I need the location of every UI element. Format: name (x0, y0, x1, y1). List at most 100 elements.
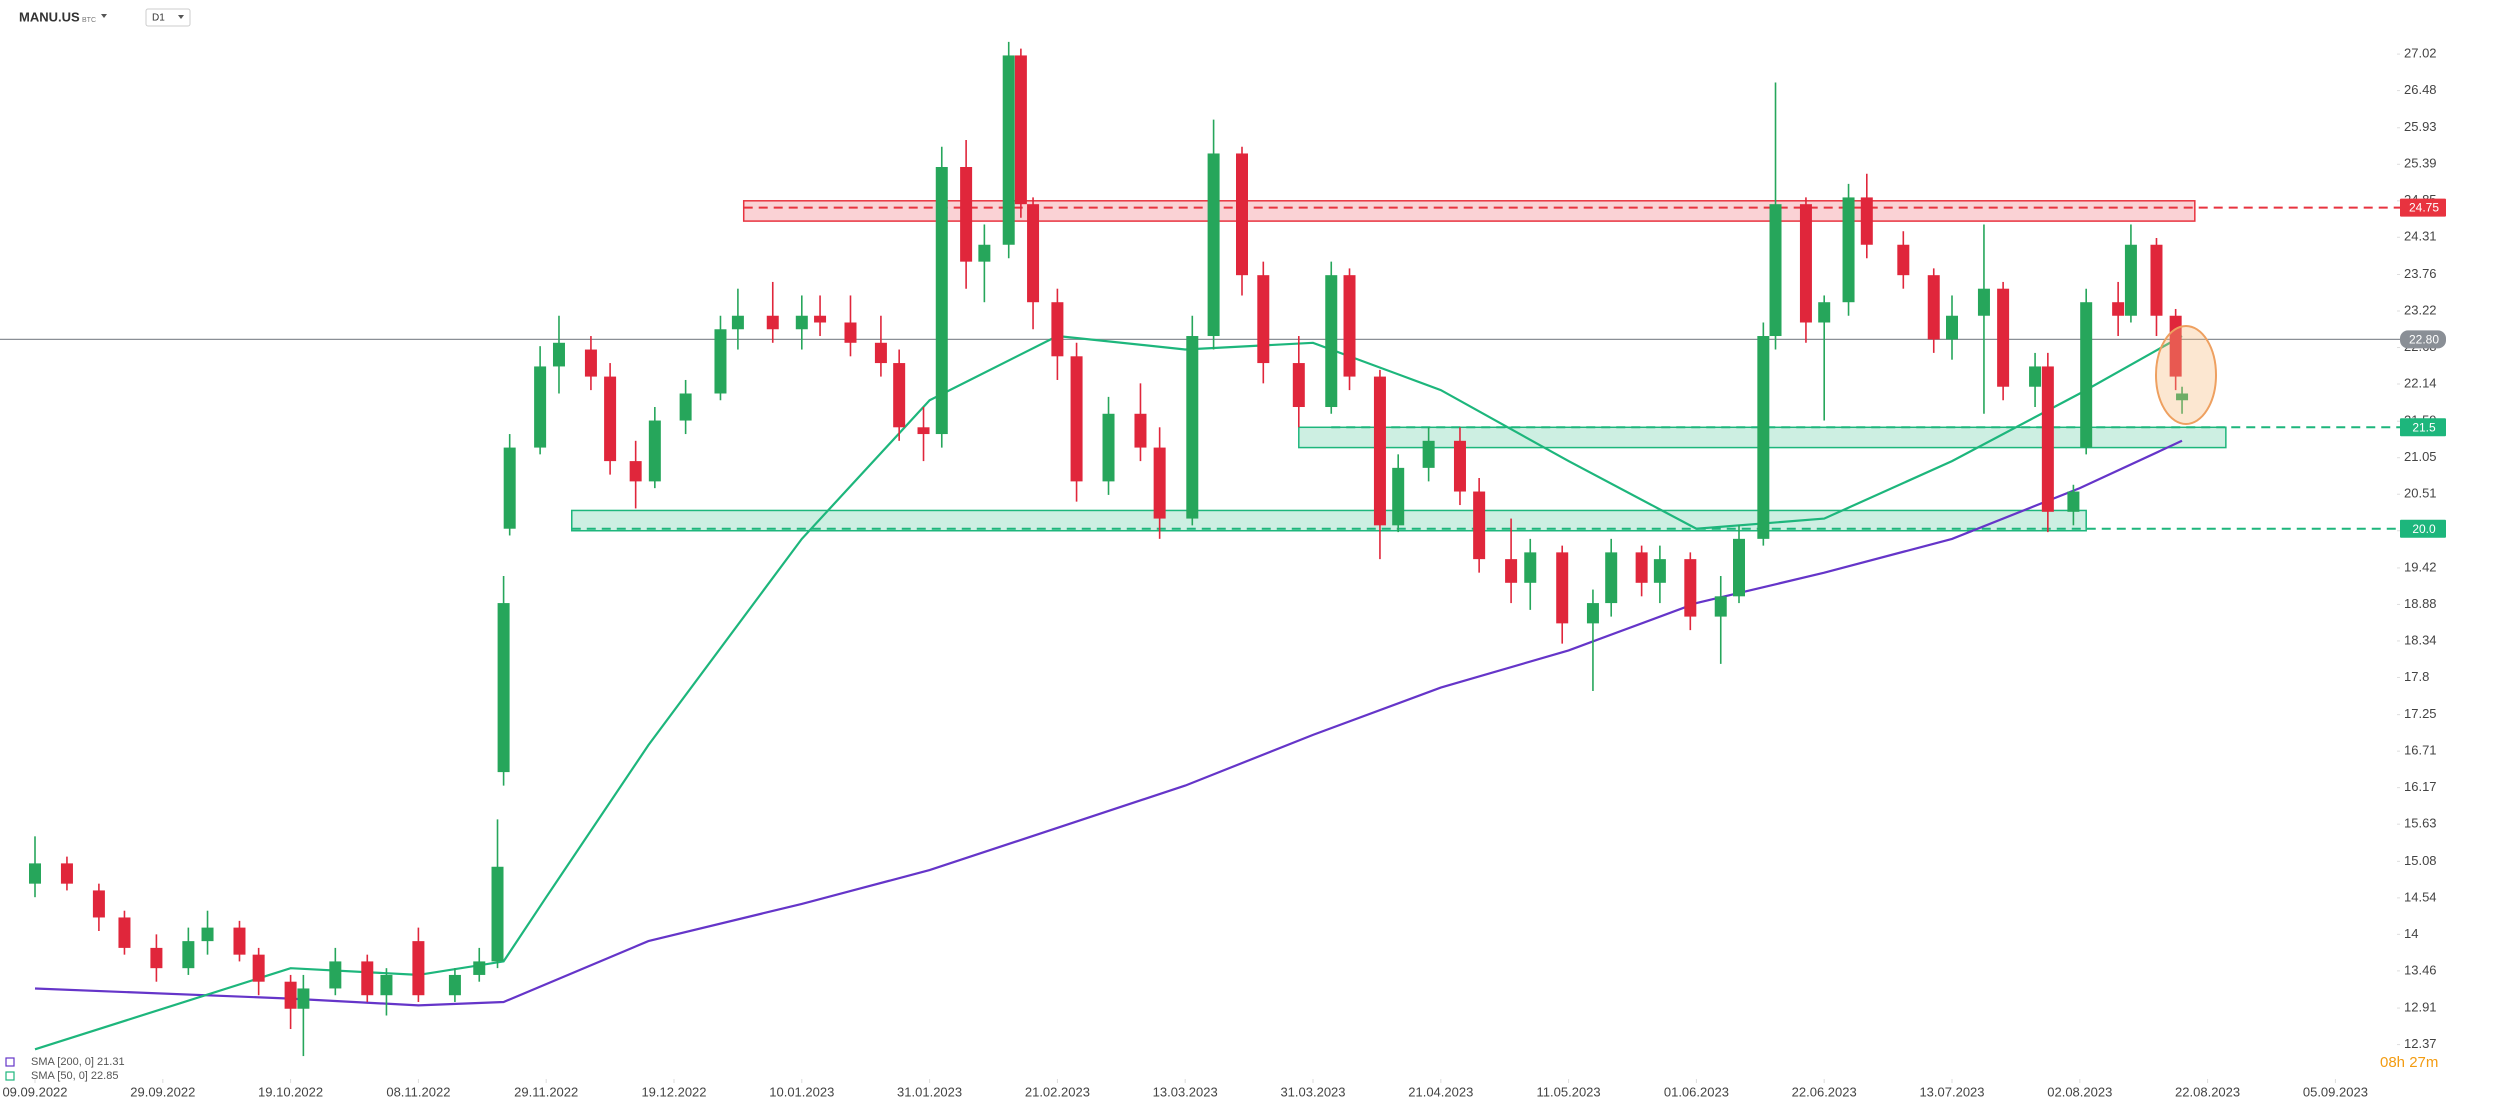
candle-body (361, 961, 374, 996)
candle-body (473, 961, 486, 975)
candle-body (2112, 302, 2125, 316)
candle-body (2124, 244, 2137, 316)
candle-body (1373, 376, 1386, 526)
candle-body (150, 947, 163, 969)
candle-body (1927, 275, 1940, 340)
price-marker-label: 20.0 (2412, 522, 2436, 536)
candle-body (2067, 491, 2080, 512)
sma-line (34, 334, 2183, 1051)
price-markers: 24.75 22.80 21.5 20.0 (2400, 198, 2446, 538)
y-tick-label: 14.54 (2404, 889, 2437, 904)
price-marker (2400, 330, 2446, 349)
candle-body (874, 342, 887, 364)
timeframe[interactable]: D1 (152, 13, 165, 24)
y-tick-label: 17.8 (2404, 669, 2429, 684)
candle-body (584, 349, 597, 377)
symbol[interactable]: MANU.US (19, 9, 80, 24)
legend-label: SMA [50, 0] 22.85 (31, 1070, 118, 1082)
candle-body (1186, 336, 1199, 519)
candle-body (118, 917, 131, 948)
candle-body (1556, 552, 1569, 624)
x-tick-label: 21.02.2023 (1025, 1084, 1090, 1099)
candle-body (552, 342, 565, 367)
candle-body (2080, 302, 2093, 448)
candle-body (1236, 153, 1248, 276)
candle-body (1153, 447, 1166, 519)
x-tick-label: 19.10.2022 (258, 1084, 323, 1099)
candle-body (297, 988, 310, 1009)
symbol-dropdown[interactable] (101, 14, 107, 18)
candle-body (2029, 366, 2042, 387)
candle-body (1027, 204, 1040, 303)
candle-body (1799, 204, 1812, 323)
candle-body (604, 376, 617, 462)
candle-body (1325, 275, 1338, 408)
y-tick-label: 18.88 (2404, 596, 2437, 611)
candle-body (1897, 244, 1910, 276)
candle-body (1207, 153, 1220, 337)
candle-body (1102, 413, 1115, 482)
candle-body (252, 954, 265, 982)
price-marker (2400, 198, 2446, 217)
candle-body (1014, 55, 1027, 205)
candles (29, 41, 2189, 1057)
timeframe-box[interactable] (145, 8, 191, 27)
candle-body (1051, 302, 1064, 357)
candle-body (648, 420, 661, 482)
candle-body (412, 941, 425, 996)
x-tick-label: 05.09.2023 (2303, 1084, 2368, 1099)
candle-body (1997, 288, 2010, 387)
candle-body (2150, 244, 2163, 316)
candle-body (1818, 302, 1831, 323)
candle-body (534, 366, 547, 448)
x-tick-label: 01.06.2023 (1664, 1084, 1729, 1099)
y-tick-label: 13.46 (2404, 962, 2437, 977)
candle-body (233, 927, 246, 955)
legend: SMA [200, 0] 21.31 SMA [50, 0] 22.85 (5, 1056, 125, 1082)
x-tick-label: 21.04.2023 (1408, 1084, 1473, 1099)
x-tick-label: 29.11.2022 (514, 1084, 578, 1099)
x-tick-label: 11.05.2023 (1537, 1084, 1601, 1099)
candle-body (917, 427, 930, 435)
candle-body (491, 866, 504, 962)
candle-body (766, 315, 779, 330)
y-tick-label: 25.39 (2404, 156, 2437, 171)
candle-body (679, 393, 692, 421)
candle-body (2041, 366, 2054, 512)
candle-body (893, 363, 906, 428)
candle-body (1453, 440, 1466, 492)
candle-body (1002, 55, 1015, 245)
y-tick-label: 27.02 (2404, 46, 2437, 61)
y-tick-label: 20.51 (2404, 486, 2437, 501)
candle-body (1524, 552, 1537, 583)
candle-body (1684, 559, 1697, 617)
candle-body (1292, 363, 1305, 408)
candle-body (497, 603, 510, 773)
price-marker (2400, 418, 2446, 437)
timeframe-dropdown[interactable] (178, 15, 184, 19)
candle-body (1842, 197, 1855, 303)
candle-body (1714, 596, 1727, 617)
candle-body (814, 315, 827, 323)
x-tick-label: 13.03.2023 (1153, 1084, 1218, 1099)
x-tick-label: 13.07.2023 (1919, 1084, 1984, 1099)
candle-body (1257, 275, 1270, 364)
candle-body (1653, 559, 1666, 583)
y-tick-label: 21.05 (2404, 449, 2437, 464)
candle-body (284, 981, 297, 1009)
y-tick-label: 23.22 (2404, 302, 2437, 317)
zone (742, 200, 2196, 222)
candle-body (1769, 204, 1782, 337)
x-tick-label: 02.08.2023 (2047, 1084, 2112, 1099)
y-tick-label: 24.31 (2404, 229, 2437, 244)
candle-body (731, 315, 744, 330)
candle-body (1635, 552, 1648, 583)
x-tick-label: 09.09.2022 (2, 1084, 67, 1099)
y-tick-label: 23.76 (2404, 266, 2437, 281)
candle-body (1473, 491, 1486, 560)
y-tick-label: 26.48 (2404, 82, 2437, 97)
overlays (34, 334, 2183, 1051)
exchange: BTC (82, 17, 96, 24)
candle-body (29, 863, 41, 884)
